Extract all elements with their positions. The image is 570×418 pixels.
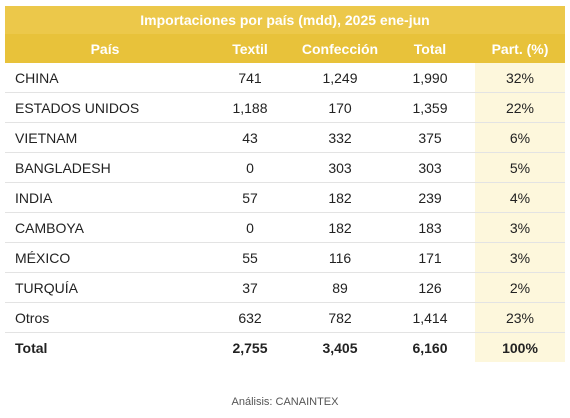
cell-total: 1,359 xyxy=(385,92,475,123)
table-row: CHINA 741 1,249 1,990 32% xyxy=(5,63,565,93)
column-header-total: Total xyxy=(385,34,475,63)
column-header-country: País xyxy=(5,34,205,63)
cell-total: 171 xyxy=(385,242,475,273)
cell-share: 32% xyxy=(475,63,565,93)
cell-country: VIETNAM xyxy=(5,122,205,153)
cell-total: 303 xyxy=(385,152,475,183)
table-title: Importaciones por país (mdd), 2025 ene-j… xyxy=(5,6,565,34)
cell-apparel: 332 xyxy=(295,122,385,153)
cell-apparel: 182 xyxy=(295,212,385,243)
cell-apparel: 303 xyxy=(295,152,385,183)
table-row: INDIA 57 182 239 4% xyxy=(5,182,565,213)
cell-country: Otros xyxy=(5,302,205,333)
cell-share: 23% xyxy=(475,302,565,333)
cell-textile: 37 xyxy=(205,272,295,303)
cell-share: 2% xyxy=(475,272,565,303)
table-row: CAMBOYA 0 182 183 3% xyxy=(5,212,565,243)
cell-share: 3% xyxy=(475,212,565,243)
cell-share: 6% xyxy=(475,122,565,153)
cell-total: 126 xyxy=(385,272,475,303)
cell-apparel: 782 xyxy=(295,302,385,333)
cell-textile: 632 xyxy=(205,302,295,333)
table-row: Otros 632 782 1,414 23% xyxy=(5,302,565,333)
table-body: CHINA 741 1,249 1,990 32% ESTADOS UNIDOS 1,188… xyxy=(5,63,565,362)
cell-textile: 43 xyxy=(205,122,295,153)
cell-total: 183 xyxy=(385,212,475,243)
cell-country: INDIA xyxy=(5,182,205,213)
cell-country: TURQUÍA xyxy=(5,272,205,303)
cell-apparel: 116 xyxy=(295,242,385,273)
cell-textile: 55 xyxy=(205,242,295,273)
total-row: Total 2,755 3,405 6,160 100% xyxy=(5,332,565,362)
cell-apparel: 170 xyxy=(295,92,385,123)
table-row: BANGLADESH 0 303 303 5% xyxy=(5,152,565,183)
cell-country: CAMBOYA xyxy=(5,212,205,243)
cell-textile: 2,755 xyxy=(232,339,268,356)
cell-share: 100% xyxy=(475,332,565,362)
cell-country: CHINA xyxy=(5,63,205,93)
column-header-textile: Textil xyxy=(205,34,295,63)
cell-textile: 57 xyxy=(205,182,295,213)
cell-apparel: 1,249 xyxy=(295,63,385,93)
cell-apparel: 89 xyxy=(295,272,385,303)
cell-share: 22% xyxy=(475,92,565,123)
cell-country: BANGLADESH xyxy=(5,152,205,183)
column-header-share: Part. (%) xyxy=(475,34,565,63)
source-note: Análisis: CANAINTEX xyxy=(231,396,339,408)
cell-country: ESTADOS UNIDOS xyxy=(5,92,205,123)
cell-textile: 0 xyxy=(205,212,295,243)
header-row: País Textil Confección Total Part. (%) xyxy=(5,34,565,63)
cell-textile: 1,188 xyxy=(205,92,295,123)
cell-share: 4% xyxy=(475,182,565,213)
imports-table: País Textil Confección Total Part. (%) C… xyxy=(5,34,565,362)
cell-total: 375 xyxy=(385,122,475,153)
column-header-apparel: Confección xyxy=(295,34,385,63)
cell-share: 3% xyxy=(475,242,565,273)
table-row: ESTADOS UNIDOS 1,188 170 1,359 22% xyxy=(5,92,565,123)
cell-apparel: 182 xyxy=(295,182,385,213)
cell-total: 6,160 xyxy=(412,339,448,356)
cell-total: 1,414 xyxy=(385,302,475,333)
table-row: TURQUÍA 37 89 126 2% xyxy=(5,272,565,303)
cell-apparel: 3,405 xyxy=(322,339,358,356)
cell-textile: 741 xyxy=(205,63,295,93)
cell-total: 1,990 xyxy=(385,63,475,93)
cell-textile: 0 xyxy=(205,152,295,183)
cell-country: MÉXICO xyxy=(5,242,205,273)
cell-country: Total xyxy=(15,339,48,356)
cell-total: 239 xyxy=(385,182,475,213)
table-row: MÉXICO 55 116 171 3% xyxy=(5,242,565,273)
cell-share: 5% xyxy=(475,152,565,183)
table-row: VIETNAM 43 332 375 6% xyxy=(5,122,565,153)
